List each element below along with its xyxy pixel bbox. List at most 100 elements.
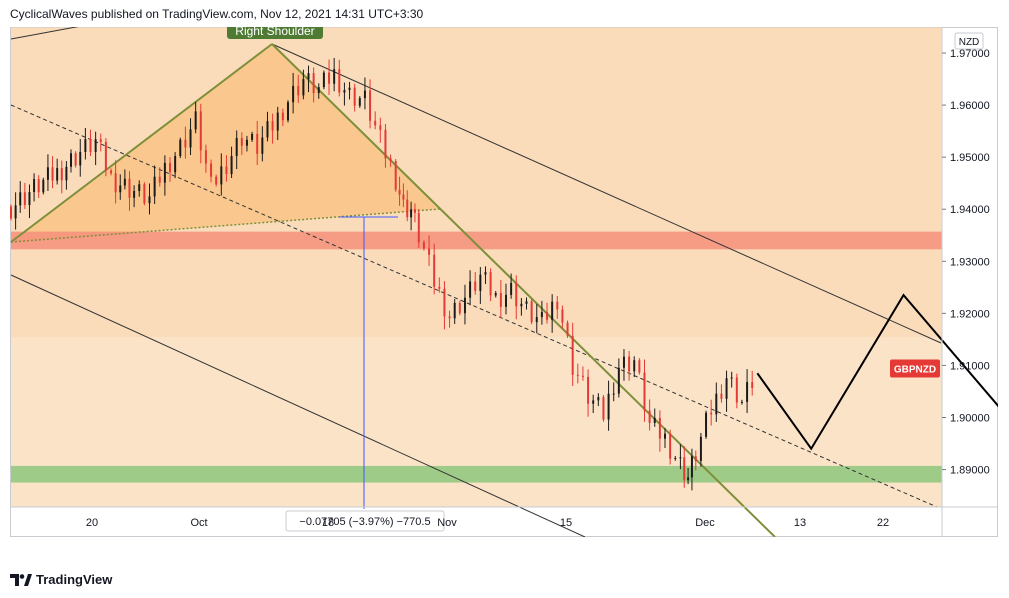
candle-body [730, 377, 733, 379]
y-tick-label: 1.92000 [950, 308, 990, 320]
candle-body [194, 111, 197, 130]
candle-body [551, 301, 554, 320]
candle-body [128, 178, 131, 198]
candle-body [566, 322, 569, 336]
candle-body [110, 170, 113, 174]
candle-body [643, 372, 646, 411]
candle-body [438, 286, 441, 289]
candle-body [710, 412, 713, 415]
candle-body [153, 176, 156, 197]
candle-body [312, 73, 315, 94]
candle-body [720, 393, 723, 399]
candle-body [740, 401, 743, 403]
candle-body [556, 301, 559, 310]
candle-body [184, 139, 187, 148]
support-zone [11, 465, 942, 483]
candle-body [235, 137, 238, 157]
candle-body [266, 121, 269, 138]
candle-body [307, 73, 310, 80]
candle-body [410, 209, 413, 218]
candle-body [448, 316, 451, 319]
candle-body [494, 293, 497, 296]
candle-body [406, 199, 409, 218]
right-shoulder-bg [227, 27, 323, 39]
candle-body [443, 288, 446, 317]
time-axis[interactable]: 20 Oct 18 Nov 15 Dec 13 22 [86, 517, 889, 529]
x-tick-label: Nov [437, 517, 457, 529]
pattern-right-edge [271, 43, 776, 537]
candle-body [215, 176, 218, 185]
y-tick-label: 1.94000 [950, 204, 990, 216]
candle-body [276, 112, 279, 131]
measure-label: −0.07705 (−3.97%) −770.5 [299, 516, 430, 528]
candle-body [474, 281, 477, 291]
price-chart[interactable]: Right Shoulder −0.07705 (−3.97%) −770.5 1… [10, 27, 998, 537]
candle-body [297, 85, 300, 96]
candle-body [389, 158, 392, 162]
candle-body [694, 456, 697, 461]
price-zones [11, 231, 942, 483]
channel-upper-line [271, 43, 942, 344]
candle-body [251, 133, 254, 140]
candle-body [179, 139, 182, 157]
y-tick-label: 1.96000 [950, 100, 990, 112]
candle-body [658, 417, 661, 439]
x-tick-label: 15 [560, 517, 572, 529]
candle-body [104, 141, 107, 171]
candle-body [286, 102, 289, 121]
candle-body [571, 335, 574, 375]
candle-body [422, 242, 425, 249]
candle-body [79, 151, 82, 166]
candle-body [683, 457, 686, 481]
candle-body [394, 161, 397, 190]
price-axis[interactable]: 1.97000 1.96000 1.95000 1.94000 1.93000 1.920… [890, 32, 990, 477]
candle-body [374, 120, 377, 126]
candle-body [317, 87, 320, 94]
candle-body [358, 98, 361, 106]
candle-body [42, 179, 45, 193]
candle-body [148, 196, 151, 204]
candle-body [379, 125, 382, 130]
candle-body [51, 167, 54, 181]
candle-body [65, 166, 68, 181]
candle-body [123, 178, 126, 186]
x-tick-label: 22 [877, 517, 889, 529]
candle-body [592, 400, 595, 404]
tradingview-footer[interactable]: TradingView [10, 572, 112, 587]
channel-lower-line [10, 274, 586, 537]
candle-body [561, 309, 564, 323]
symbol-badge: GBPNZD [890, 359, 940, 378]
candle-body [540, 312, 543, 318]
y-tick-label: 1.95000 [950, 152, 990, 164]
candle-body [245, 139, 248, 146]
y-tick-label: 1.89000 [950, 465, 990, 477]
candle-body [23, 192, 26, 206]
candle-body [428, 248, 431, 255]
currency-badge: NZD [954, 32, 984, 50]
candle-body [398, 189, 401, 195]
candle-body [664, 433, 667, 439]
candle-body [138, 184, 141, 192]
candle-body [746, 382, 749, 402]
candle-body [189, 129, 192, 148]
candle-body [602, 397, 605, 420]
candle-body [133, 191, 136, 198]
candle-body [725, 378, 728, 399]
candle-body [348, 87, 351, 91]
measure-badge: −0.07705 (−3.97%) −770.5 [285, 510, 445, 532]
candle-body [169, 162, 172, 173]
candle-body [60, 168, 63, 181]
candle-body [648, 410, 651, 423]
currency-label: NZD [959, 37, 980, 48]
candle-body [489, 272, 492, 296]
candle-body [220, 166, 223, 185]
candle-body [19, 192, 22, 206]
candle-body [669, 433, 672, 459]
candle-body [338, 69, 341, 93]
candle-body [343, 90, 346, 93]
candle-body [402, 194, 405, 200]
candle-body [622, 356, 625, 368]
candle-body [504, 294, 507, 307]
candle-body [256, 133, 259, 154]
channel-shading [11, 27, 941, 337]
